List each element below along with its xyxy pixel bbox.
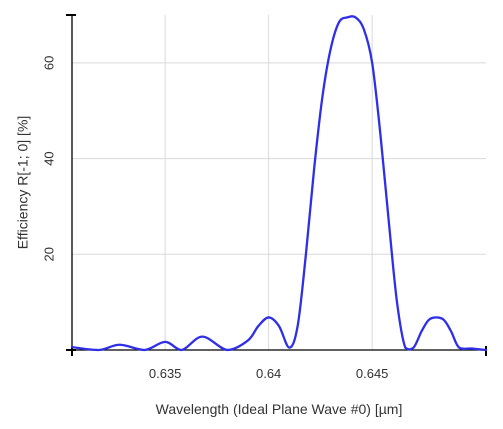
y-tick-labels: 20 40 60 xyxy=(41,56,56,262)
y-tick-label: 60 xyxy=(41,56,56,70)
x-tick-labels: 0.635 0.64 0.645 xyxy=(149,366,389,381)
y-tick-label: 40 xyxy=(41,151,56,165)
y-axis-label: Efficiency R[-1; 0] [%] xyxy=(15,116,31,250)
y-gridlines xyxy=(72,62,486,255)
x-tick-label: 0.64 xyxy=(256,366,281,381)
y-tick-label: 20 xyxy=(41,247,56,261)
x-axis-label: Wavelength (Ideal Plane Wave #0) [µm] xyxy=(156,401,403,417)
x-tick-label: 0.635 xyxy=(149,366,182,381)
x-gridlines xyxy=(164,15,373,350)
x-tick-label: 0.645 xyxy=(356,366,389,381)
chart-axes xyxy=(66,14,487,356)
series-line xyxy=(70,15,488,352)
